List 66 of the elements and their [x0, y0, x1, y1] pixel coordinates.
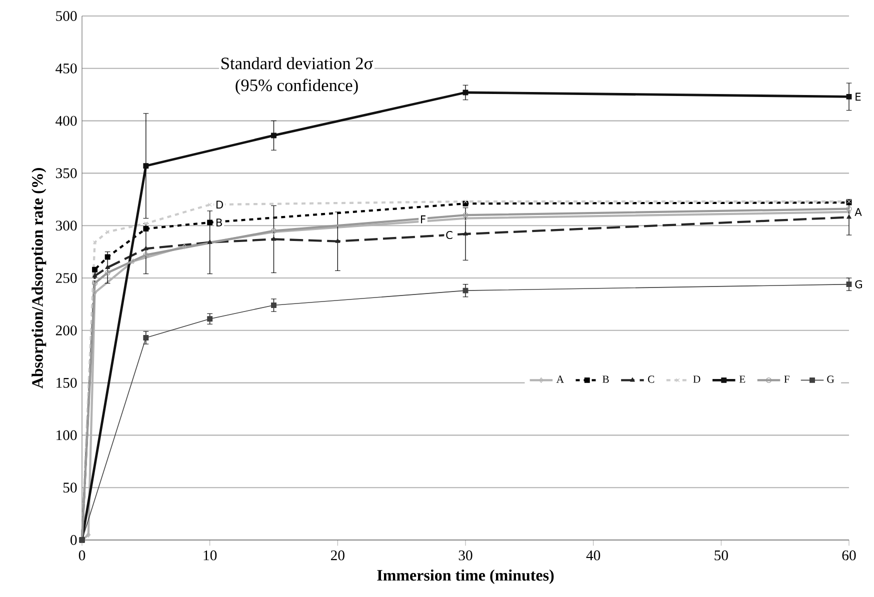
legend-label: C	[648, 376, 654, 383]
point	[462, 288, 468, 294]
y-tick-label: 400	[56, 116, 77, 126]
y-tick-label: 150	[56, 378, 77, 388]
point	[462, 212, 468, 218]
y-tick-label: 500	[56, 11, 77, 21]
y-tick-label: 250	[56, 273, 77, 283]
x-tick-label: 20	[330, 550, 344, 560]
point	[105, 264, 110, 270]
y-axis-title: Absorption/Adsorption rate (%)	[32, 168, 46, 389]
point	[207, 240, 212, 244]
legend-label: G	[827, 376, 834, 383]
y-tick-label: 0	[70, 535, 77, 545]
point	[335, 238, 340, 243]
annotation: (95% confidence)	[236, 78, 358, 95]
annotation: C	[446, 230, 452, 240]
point	[92, 266, 98, 272]
point	[92, 280, 98, 286]
y-tick-label: 350	[56, 168, 77, 178]
x-tick-label: 60	[842, 550, 856, 560]
point	[104, 270, 110, 276]
x-axis-title: Immersion time (minutes)	[377, 569, 554, 584]
legend-label: E	[739, 376, 746, 383]
point	[104, 254, 110, 260]
legend-label: B	[602, 376, 609, 383]
legend-label: A	[556, 376, 564, 383]
point	[846, 206, 852, 212]
point	[208, 202, 212, 207]
x-tick-label: 30	[458, 550, 472, 560]
x-tick-label: 10	[204, 550, 217, 560]
point	[846, 282, 852, 288]
annotation: E	[856, 92, 861, 101]
point	[271, 236, 276, 241]
annotation: A	[854, 208, 862, 216]
point	[846, 214, 852, 219]
y-tick-label: 100	[56, 430, 77, 440]
annotation: Standard deviation 2σ	[222, 57, 373, 70]
point	[92, 273, 98, 278]
point	[846, 94, 852, 100]
point	[271, 302, 276, 308]
point	[207, 220, 213, 226]
y-tick-label: 300	[56, 220, 77, 231]
point	[463, 199, 468, 204]
x-tick-label: 40	[586, 550, 600, 560]
y-tick-label: 50	[63, 482, 77, 493]
point	[271, 132, 276, 138]
annotation: G	[855, 280, 862, 288]
legend-label: D	[693, 376, 700, 383]
y-tick-label: 450	[56, 63, 77, 74]
point	[92, 290, 97, 296]
x-tick-label: 0	[78, 550, 86, 560]
point	[143, 335, 149, 340]
point	[207, 316, 213, 322]
annotation: B	[216, 218, 222, 226]
point	[463, 231, 468, 236]
legend-label: F	[784, 376, 790, 383]
annotation: F	[421, 215, 426, 224]
point	[143, 163, 149, 169]
point	[182, 244, 186, 250]
point	[131, 258, 136, 264]
point	[143, 226, 149, 232]
point	[143, 252, 149, 258]
y-tick-label: 200	[56, 325, 77, 336]
point	[144, 246, 148, 250]
x-tick-label: 50	[714, 550, 728, 560]
annotation: D	[216, 200, 224, 209]
